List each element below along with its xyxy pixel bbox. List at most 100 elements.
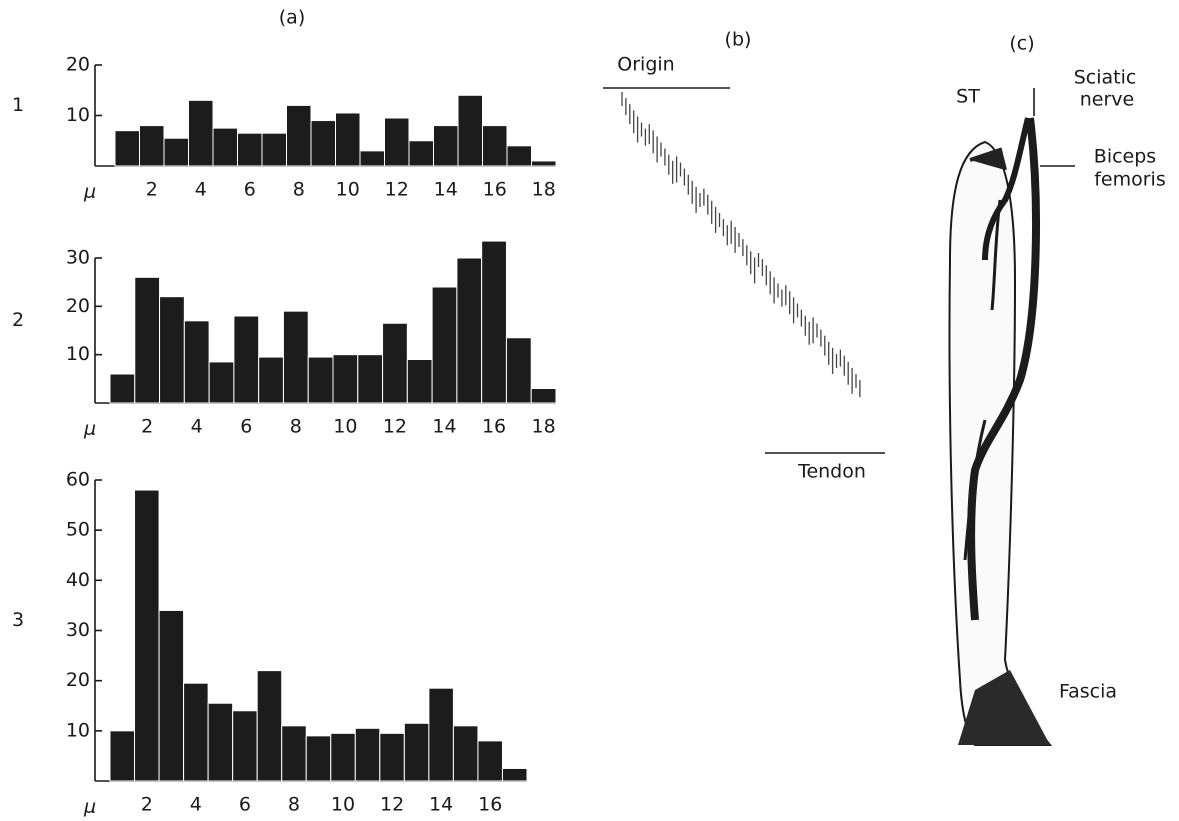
bar: [482, 241, 507, 403]
bar: [458, 95, 483, 166]
x-tick-label: 12: [383, 416, 407, 438]
bar: [308, 357, 333, 403]
bar: [385, 118, 410, 166]
x-tick-label: 10: [333, 416, 357, 438]
bar: [311, 121, 336, 166]
y-tick-label: 40: [66, 569, 90, 591]
bar: [404, 723, 429, 781]
bar: [478, 741, 503, 781]
x-tick-label: 14: [429, 794, 453, 816]
bar: [184, 683, 209, 781]
muscle-drawing: [949, 88, 1075, 745]
x-tick-label: 2: [141, 416, 153, 438]
bar: [383, 323, 408, 403]
x-tick-label: 18: [532, 179, 556, 201]
bar: [213, 128, 238, 166]
bar: [432, 287, 457, 403]
x-tick-label: 6: [239, 794, 251, 816]
bar: [336, 113, 361, 166]
y-tick-label: 20: [66, 669, 90, 691]
y-tick-label: 30: [66, 247, 90, 269]
bar: [483, 126, 508, 166]
origin-label: Origin: [617, 54, 674, 76]
panel-label: (a): [279, 7, 305, 29]
x-axis-label: μ: [83, 796, 96, 818]
row-label: 2: [12, 309, 24, 331]
bar: [159, 610, 184, 781]
tendon-label: Tendon: [797, 461, 866, 483]
bar: [507, 146, 532, 166]
bar: [506, 338, 531, 403]
x-tick-label: 16: [478, 794, 502, 816]
row-label: 1: [12, 94, 24, 116]
x-axis-label: μ: [83, 181, 96, 203]
x-tick-label: 4: [190, 794, 202, 816]
bar: [140, 126, 165, 166]
x-tick-label: 8: [293, 179, 305, 201]
x-tick-label: 8: [290, 416, 302, 438]
bar: [238, 133, 263, 166]
x-tick-label: 8: [288, 794, 300, 816]
bar: [531, 389, 556, 404]
bar: [233, 711, 258, 781]
bar: [259, 357, 284, 403]
x-tick-label: 4: [195, 179, 207, 201]
x-tick-label: 10: [331, 794, 355, 816]
bar: [333, 355, 358, 403]
x-tick-label: 16: [482, 416, 506, 438]
y-tick-label: 20: [66, 54, 90, 76]
x-tick-label: 16: [483, 179, 507, 201]
bar: [355, 728, 380, 781]
y-tick-label: 20: [66, 295, 90, 317]
x-tick-label: 14: [434, 179, 458, 201]
bar: [380, 733, 405, 781]
muscle-label: femoris: [1094, 169, 1166, 191]
bar: [434, 126, 459, 166]
bar: [234, 316, 259, 403]
x-tick-label: 4: [191, 416, 203, 438]
y-tick-label: 30: [66, 619, 90, 641]
x-tick-label: 2: [141, 794, 153, 816]
bar: [409, 141, 434, 166]
x-tick-label: 10: [336, 179, 360, 201]
bar: [209, 362, 234, 403]
fascia-label: Fascia: [1059, 681, 1117, 703]
bar: [453, 726, 478, 781]
bar: [184, 321, 209, 403]
x-tick-label: 14: [432, 416, 456, 438]
bar: [160, 297, 185, 403]
bar: [331, 733, 356, 781]
bar: [360, 151, 385, 166]
bar: [532, 161, 557, 166]
bar: [282, 726, 307, 781]
bar: [115, 131, 140, 166]
muscle-label: ST: [956, 86, 980, 108]
bar: [502, 768, 527, 781]
fiber-dashes: [622, 92, 860, 397]
bar: [164, 138, 189, 166]
x-tick-label: 12: [385, 179, 409, 201]
y-tick-label: 10: [66, 104, 90, 126]
panel-label: (b): [725, 29, 752, 51]
y-tick-label: 50: [66, 519, 90, 541]
bar: [457, 258, 482, 403]
bar: [110, 731, 135, 781]
bar: [135, 490, 160, 781]
bar: [257, 671, 282, 781]
bar: [358, 355, 383, 403]
x-tick-label: 18: [532, 416, 556, 438]
bar: [208, 703, 233, 781]
y-tick-label: 60: [66, 469, 90, 491]
x-tick-label: 2: [146, 179, 158, 201]
nerve-label: Sciatic: [1074, 67, 1137, 89]
bar: [262, 133, 287, 166]
x-tick-label: 6: [244, 179, 256, 201]
bar: [306, 736, 331, 781]
x-axis-label: μ: [83, 418, 96, 440]
muscle-label: Biceps: [1094, 146, 1156, 168]
row-label: 3: [12, 609, 24, 631]
bar: [135, 277, 160, 403]
panel-label: (c): [1009, 33, 1034, 55]
y-tick-label: 10: [66, 719, 90, 741]
figure: (a) (b) (c) Origin Tendon ST Sciatic ner…: [0, 0, 1179, 821]
